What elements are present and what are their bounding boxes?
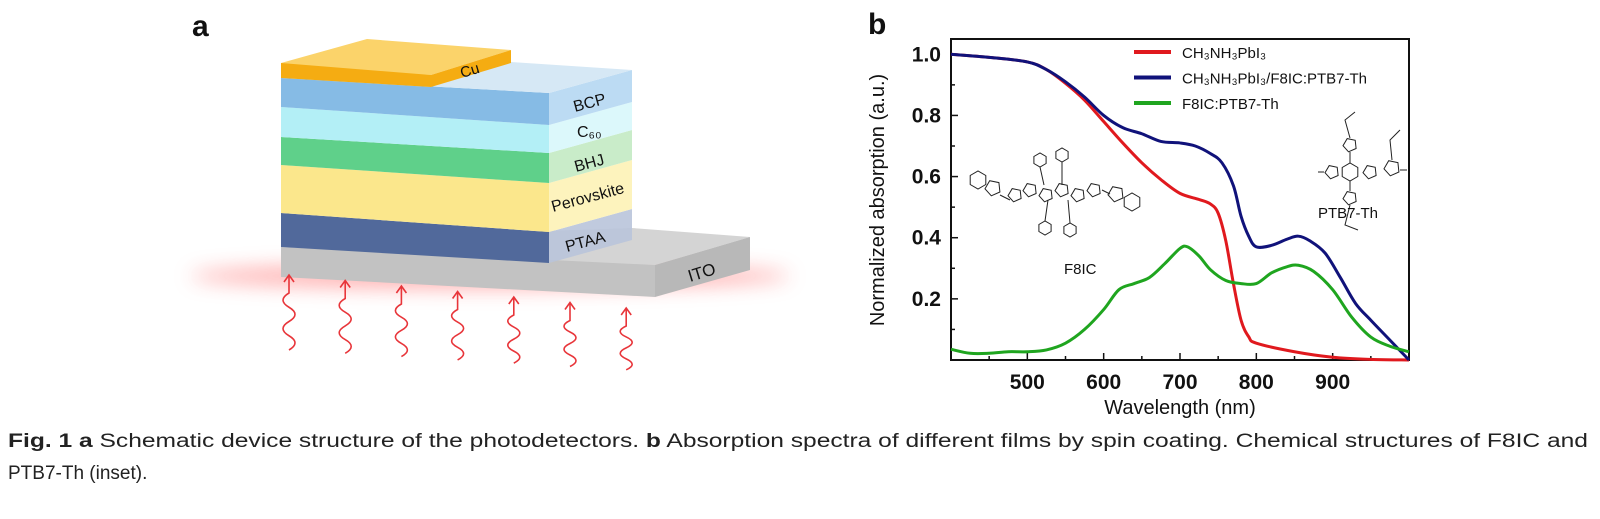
figure-caption: Fig. 1 a Schematic device structure of t… bbox=[8, 431, 1588, 484]
light-arrow bbox=[507, 295, 521, 364]
light-arrows bbox=[282, 273, 633, 371]
caption-b-text: Absorption spectra of different films by… bbox=[661, 431, 1588, 452]
caption-a-text: Schematic device structure of the photod… bbox=[93, 431, 646, 452]
y-tick-label: 0.4 bbox=[912, 227, 942, 250]
x-tick-label: 500 bbox=[1010, 371, 1045, 394]
legend-label: CH₃NH₃PbI₃ bbox=[1182, 45, 1266, 62]
cu-label: Cu bbox=[458, 60, 481, 82]
legend-item: F8IC:PTB7-Th bbox=[1134, 96, 1279, 113]
x-tick-label: 800 bbox=[1239, 371, 1274, 394]
panel-a: a ITO PTAA Perovskite BHJ bbox=[190, 10, 790, 371]
y-tick-label: 0.6 bbox=[912, 166, 941, 189]
light-arrow bbox=[619, 306, 633, 371]
ptb7-th-label: PTB7-Th bbox=[1318, 205, 1378, 222]
ptb7-th-structure: PTB7-Th bbox=[1318, 111, 1407, 231]
f8ic-structure: F8IC bbox=[969, 147, 1141, 278]
light-arrow bbox=[394, 284, 409, 358]
x-axis-label: Wavelength (nm) bbox=[1104, 397, 1256, 419]
light-arrow bbox=[450, 290, 465, 361]
bcp-layer: BCP bbox=[281, 62, 632, 125]
light-arrow bbox=[563, 301, 577, 368]
y-tick-label: 0.8 bbox=[912, 104, 942, 127]
caption-b-marker: b bbox=[646, 431, 661, 452]
ptaa-layer: PTAA bbox=[281, 209, 632, 263]
legend-label: F8IC:PTB7-Th bbox=[1182, 96, 1279, 113]
caption-line-1: Fig. 1 a Schematic device structure of t… bbox=[8, 431, 1588, 452]
light-arrow bbox=[282, 273, 296, 351]
f8ic-label: F8IC bbox=[1064, 261, 1097, 278]
series-line-2 bbox=[950, 244, 1410, 356]
legend-label: CH₃NH₃PbI₃/F8IC:PTB7-Th bbox=[1182, 71, 1367, 88]
cu-electrode: Cu bbox=[281, 39, 511, 87]
panel-b-label: b bbox=[868, 8, 886, 41]
legend-item: CH₃NH₃PbI₃/F8IC:PTB7-Th bbox=[1134, 71, 1367, 88]
perovskite-layer: Perovskite bbox=[281, 160, 632, 232]
legend: CH₃NH₃PbI₃ CH₃NH₃PbI₃/F8IC:PTB7-Th F8IC:PT… bbox=[1134, 45, 1367, 113]
caption-fig-number: Fig. 1 bbox=[8, 431, 73, 452]
series-line-1 bbox=[950, 52, 1411, 362]
panel-b: b 500 600 700 800 900 0.2 0.4 0.6 0.8 1.0 Wavele… bbox=[867, 8, 1411, 419]
c60-label: C₆₀ bbox=[577, 124, 602, 141]
caption-a-marker: a bbox=[79, 431, 93, 452]
panel-a-label: a bbox=[192, 10, 209, 43]
absorption-chart: 500 600 700 800 900 0.2 0.4 0.6 0.8 1.0 Waveleng… bbox=[867, 38, 1411, 419]
c60-layer: C₆₀ bbox=[281, 102, 632, 153]
y-axis-label: Normalized absorption (a.u.) bbox=[867, 74, 889, 326]
y-tick-label: 1.0 bbox=[912, 43, 941, 66]
x-tick-label: 700 bbox=[1162, 371, 1197, 394]
light-arrow bbox=[338, 279, 352, 354]
x-tick-label: 900 bbox=[1315, 371, 1350, 394]
legend-item: CH₃NH₃PbI₃ bbox=[1134, 45, 1266, 62]
y-tick-label: 0.2 bbox=[912, 288, 941, 311]
caption-line-2: PTB7-Th (inset). bbox=[8, 463, 147, 484]
x-tick-label: 600 bbox=[1086, 371, 1121, 394]
